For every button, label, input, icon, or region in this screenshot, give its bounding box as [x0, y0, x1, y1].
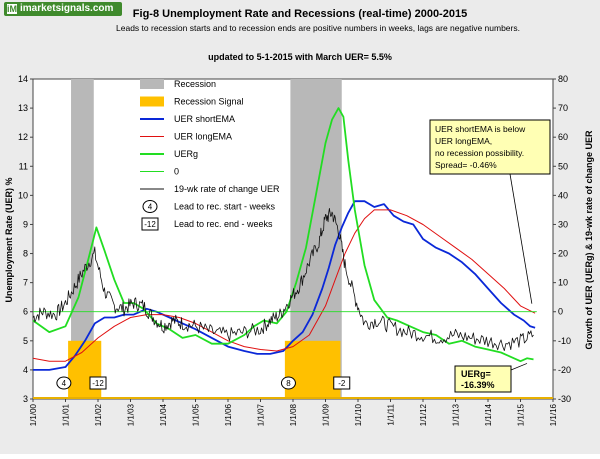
series-line-19-wk-rate-of-change-uer — [32, 208, 534, 351]
uerg-box-value: -16.39% — [461, 380, 495, 390]
lead-end-marker — [333, 376, 351, 390]
uerg-box — [454, 365, 512, 393]
legend-label: UER shortEMA — [174, 114, 235, 124]
y2-tick-label: 40 — [558, 190, 568, 200]
legend-label: Lead to rec. start - weeks — [174, 202, 276, 212]
lead-end-marker — [89, 376, 107, 390]
uerg-box-label: UERg= — [461, 369, 491, 379]
site-logo[interactable]: iM imarketsignals.com — [4, 2, 122, 16]
chart-title: Fig-8 Unemployment Rate and Recessions (… — [133, 8, 467, 20]
logo-mark: iM — [7, 4, 17, 14]
legend-label: Recession Signal — [174, 97, 244, 107]
note-box-line: Spread= -0.46% — [435, 160, 497, 170]
y2-tick-label: -30 — [558, 394, 571, 404]
legend-marker-ellipse — [142, 200, 158, 213]
y2-tick-label: 20 — [558, 249, 568, 259]
legend-label: UER longEMA — [174, 132, 232, 142]
recession-band — [71, 79, 94, 399]
chart-subtitle: Leads to recession starts and to recessi… — [116, 23, 520, 33]
note-box-arrow — [509, 173, 533, 304]
legend-label: Lead to rec. end - weeks — [174, 219, 273, 229]
y2-tick-label: 60 — [558, 132, 568, 142]
note-box-line: no recession possibility. — [435, 148, 524, 158]
legend-label: Recession — [174, 79, 216, 89]
y2-tick-label: -20 — [558, 365, 571, 375]
y2-tick-label: 30 — [558, 219, 568, 229]
y-tick-label: 5 — [23, 336, 28, 346]
x-tick-label: 1/1/16 — [549, 403, 558, 426]
lead-marker-text: -12 — [92, 379, 104, 388]
y-tick-label: 10 — [18, 190, 28, 200]
series-line-uerg — [32, 107, 534, 363]
y2-tick-label: -10 — [558, 336, 571, 346]
note-box — [429, 119, 551, 175]
series-line-uer-longema — [32, 209, 536, 362]
x-tick-label: 1/1/09 — [322, 403, 331, 426]
note-box-line: UER shortEMA is below — [435, 124, 526, 134]
y2-tick-label: 10 — [558, 278, 568, 288]
x-tick-label: 1/1/00 — [29, 403, 38, 426]
x-tick-label: 1/1/10 — [354, 403, 363, 426]
legend-marker-rect — [141, 217, 159, 231]
legend-marker-text: -12 — [144, 220, 156, 229]
y2-tick-label: 80 — [558, 74, 568, 84]
y2-tick-label: 50 — [558, 161, 568, 171]
y-tick-label: 8 — [23, 249, 28, 259]
y-tick-label: 7 — [23, 278, 28, 288]
legend-label: 19-wk rate of change UER — [174, 184, 280, 194]
update-note: updated to 5-1-2015 with March UER= 5.5% — [208, 52, 392, 62]
x-tick-label: 1/1/03 — [127, 403, 136, 426]
y-tick-label: 13 — [18, 103, 28, 113]
x-tick-label: 1/1/04 — [159, 403, 168, 426]
y-tick-label: 12 — [18, 132, 28, 142]
y-tick-label: 6 — [23, 307, 28, 317]
recession-signal-band — [284, 340, 341, 399]
y2-axis-label: Growth of UER (UERg) & 19-wk rate of cha… — [584, 130, 594, 350]
y2-tick-label: 70 — [558, 103, 568, 113]
series-line-uer-shortema — [33, 200, 536, 371]
lead-marker-text: 4 — [62, 379, 67, 388]
x-tick-label: 1/1/11 — [387, 403, 396, 425]
x-tick-label: 1/1/07 — [257, 403, 266, 426]
lead-start-marker — [280, 376, 296, 390]
uerg-box-arrow — [510, 363, 528, 371]
legend-marker-text: 4 — [148, 203, 153, 212]
y-tick-label: 14 — [18, 74, 28, 84]
lead-start-marker — [56, 376, 72, 390]
y2-tick-label: 0 — [558, 307, 563, 317]
x-tick-label: 1/1/06 — [224, 403, 233, 426]
y-tick-label: 3 — [23, 394, 28, 404]
x-tick-label: 1/1/08 — [289, 403, 298, 426]
x-tick-label: 1/1/14 — [484, 403, 493, 426]
logo-text: imarketsignals.com — [20, 3, 114, 14]
y-axis-label: Unemployment Rate (UER) % — [4, 177, 14, 302]
lead-marker-text: 8 — [286, 379, 291, 388]
legend-swatch-box — [140, 96, 164, 107]
x-tick-label: 1/1/02 — [94, 403, 103, 426]
x-tick-label: 1/1/13 — [452, 403, 461, 426]
y-tick-label: 9 — [23, 219, 28, 229]
legend-swatch-box — [140, 79, 164, 89]
y-tick-label: 4 — [23, 365, 28, 375]
legend-label: UERg — [174, 149, 198, 159]
x-tick-label: 1/1/15 — [517, 403, 526, 426]
y-tick-label: 11 — [19, 161, 28, 171]
lead-marker-text: -2 — [338, 379, 346, 388]
x-tick-label: 1/1/12 — [419, 403, 428, 426]
legend-label: 0 — [174, 167, 179, 177]
x-tick-label: 1/1/05 — [192, 403, 201, 426]
x-tick-label: 1/1/01 — [62, 403, 71, 426]
note-box-line: UER longEMA, — [435, 136, 492, 146]
